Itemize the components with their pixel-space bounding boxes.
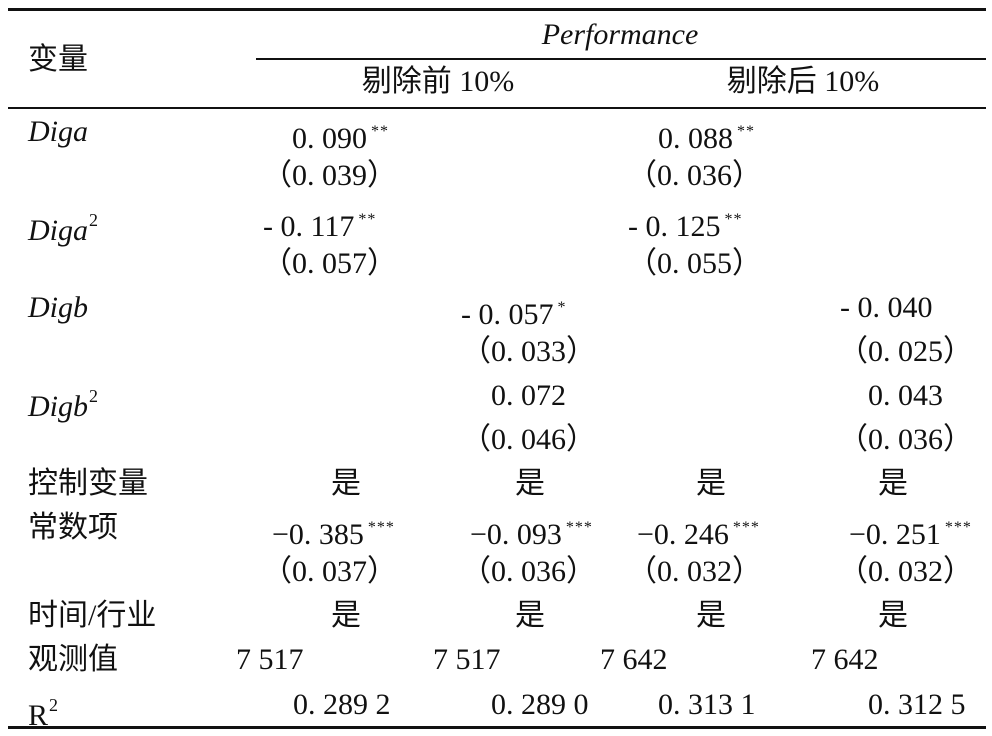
- coef-value: - 0. 117: [263, 210, 355, 243]
- constant-se-col1: （0. 037）: [262, 555, 397, 588]
- r-squared-col3: 0. 313 1: [658, 688, 756, 721]
- label-superscript: 2: [89, 210, 98, 230]
- diga-coef-col1: 0. 090 **: [292, 112, 389, 159]
- coef-value: −0. 251: [849, 518, 941, 551]
- observations-col3: 7 642: [600, 643, 668, 676]
- label-text: R: [28, 699, 49, 732]
- controls-col4: 是: [878, 467, 908, 500]
- label-superscript: 2: [49, 695, 59, 715]
- constant-se-col3: （0. 032）: [627, 555, 762, 588]
- digb2-se-col2: （0. 046）: [461, 423, 596, 456]
- observations-col1: 7 517: [236, 643, 304, 676]
- label-text: Diga: [28, 214, 88, 247]
- constant-coef-col1: −0. 385 ***: [272, 508, 395, 555]
- label-text: Digb: [28, 390, 88, 423]
- coef-value: - 0. 057: [461, 298, 554, 331]
- time-industry-col1: 是: [331, 599, 361, 632]
- significance-stars: **: [737, 123, 755, 140]
- row-label-constant: 常数项: [28, 511, 118, 544]
- performance-header: Performance: [541, 18, 699, 51]
- diga-se-col3: （0. 036）: [627, 159, 762, 192]
- significance-stars: **: [371, 123, 389, 140]
- digb2-se-col4: （0. 036）: [838, 423, 973, 456]
- row-label-digb: Digb: [28, 291, 88, 324]
- time-industry-col3: 是: [696, 599, 726, 632]
- subheader-before: 剔除前 10%: [361, 65, 515, 98]
- variable-header: 变量: [28, 43, 88, 76]
- group-underline: [256, 58, 986, 60]
- digb-se-col2: （0. 033）: [461, 335, 596, 368]
- row-label-diga-squared: Diga2: [28, 200, 98, 251]
- diga2-se-col3: （0. 055）: [627, 247, 762, 280]
- significance-stars: ***: [565, 519, 593, 536]
- top-rule: [8, 8, 986, 11]
- row-label-r-squared: R2: [28, 685, 58, 736]
- coef-value: 0. 090: [292, 122, 367, 155]
- observations-col2: 7 517: [433, 643, 501, 676]
- coef-value: - 0. 125: [628, 210, 721, 243]
- time-industry-col4: 是: [878, 599, 908, 632]
- significance-stars: **: [358, 211, 377, 228]
- coef-value: −0. 093: [470, 518, 562, 551]
- label-superscript: 2: [89, 386, 98, 406]
- digb-se-col4: （0. 025）: [838, 335, 973, 368]
- significance-stars: ***: [944, 519, 972, 536]
- significance-stars: *: [557, 299, 567, 316]
- controls-col3: 是: [696, 467, 726, 500]
- observations-col4: 7 642: [811, 643, 879, 676]
- coef-value: 0. 088: [658, 122, 733, 155]
- diga2-coef-col3: - 0. 125 **: [628, 200, 743, 247]
- row-label-time-industry: 时间/行业: [28, 599, 157, 632]
- row-label-digb-squared: Digb2: [28, 376, 98, 427]
- diga-se-col1: （0. 039）: [262, 159, 397, 192]
- diga-coef-col3: 0. 088 **: [658, 112, 755, 159]
- constant-se-col4: （0. 032）: [838, 555, 973, 588]
- constant-coef-col3: −0. 246 ***: [637, 508, 760, 555]
- header-bottom-rule: [8, 107, 986, 109]
- subheader-after: 剔除后 10%: [726, 65, 880, 98]
- coef-value: −0. 246: [637, 518, 729, 551]
- r-squared-col4: 0. 312 5: [868, 688, 966, 721]
- digb2-coef-col4: 0. 043: [868, 379, 943, 412]
- diga2-coef-col1: - 0. 117 **: [263, 200, 376, 247]
- significance-stars: **: [724, 211, 743, 228]
- digb2-coef-col2: 0. 072: [491, 379, 566, 412]
- row-label-controls: 控制变量: [28, 467, 148, 500]
- coef-value: −0. 385: [272, 518, 364, 551]
- time-industry-col2: 是: [515, 599, 545, 632]
- constant-coef-col4: −0. 251 ***: [849, 508, 972, 555]
- r-squared-col1: 0. 289 2: [293, 688, 391, 721]
- controls-col2: 是: [515, 467, 545, 500]
- constant-coef-col2: −0. 093 ***: [470, 508, 593, 555]
- digb-coef-col2: - 0. 057 *: [461, 288, 567, 335]
- diga2-se-col1: （0. 057）: [262, 247, 397, 280]
- row-label-observations: 观测值: [28, 643, 118, 676]
- significance-stars: ***: [367, 519, 395, 536]
- row-label-diga: Diga: [28, 115, 88, 148]
- r-squared-col2: 0. 289 0: [491, 688, 589, 721]
- significance-stars: ***: [732, 519, 760, 536]
- bottom-rule: [8, 726, 986, 729]
- digb-coef-col4: - 0. 040: [840, 291, 933, 324]
- controls-col1: 是: [331, 467, 361, 500]
- constant-se-col2: （0. 036）: [461, 555, 596, 588]
